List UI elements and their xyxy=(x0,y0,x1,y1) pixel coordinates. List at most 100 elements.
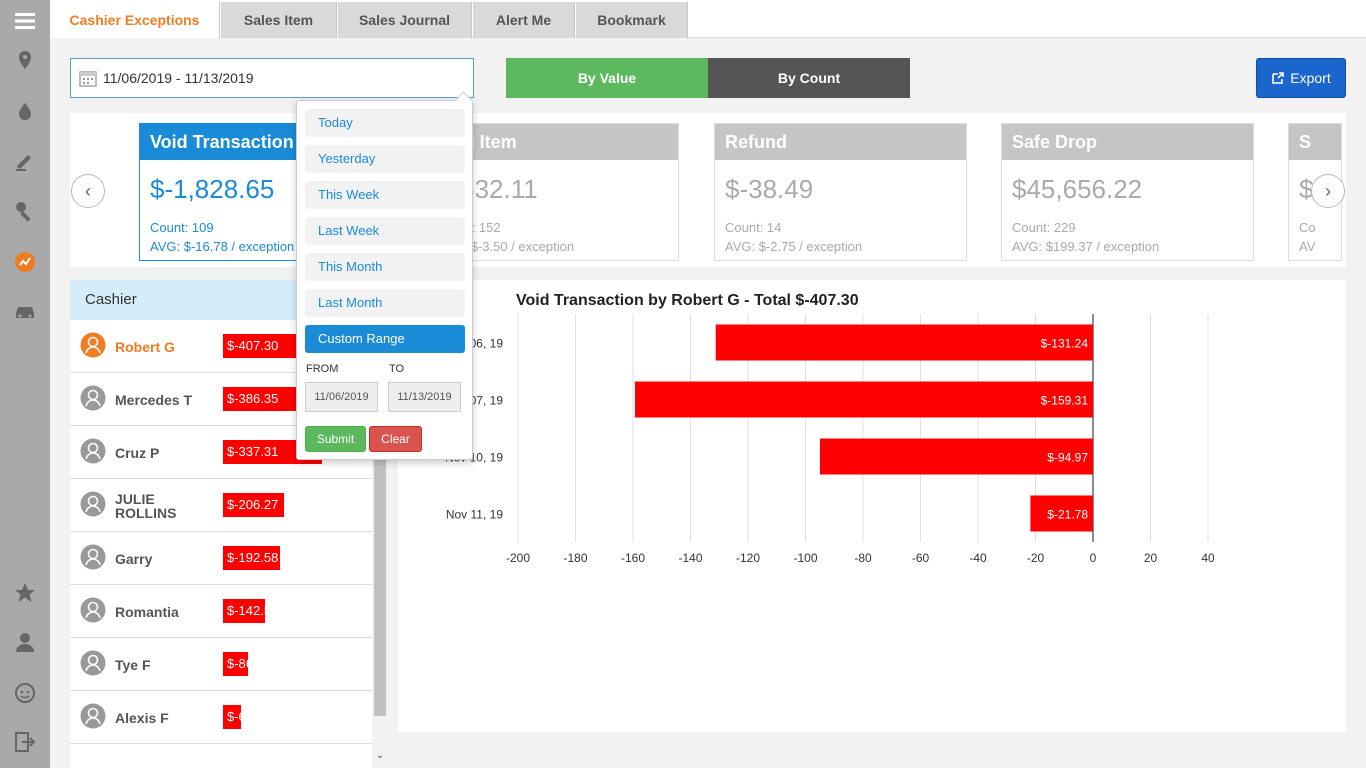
date-range-dropdown: Today Yesterday This Week Last Week This Mon… xyxy=(296,100,473,460)
cashier-name: Tye F xyxy=(115,656,151,673)
cashier-value: $-337.31 xyxy=(227,444,279,459)
export-label: Export xyxy=(1290,70,1331,86)
location-pin-icon[interactable] xyxy=(12,48,38,74)
cashier-row[interactable]: Alexis F $-62.27 xyxy=(70,691,372,744)
user-icon[interactable] xyxy=(12,629,38,655)
cashier-avatar-icon xyxy=(80,332,106,358)
cashier-list: Cashier Robert G $-407.30 Mercedes T $-386.… xyxy=(70,280,388,768)
tab-cashier-exceptions[interactable]: Cashier Exceptions xyxy=(50,2,220,38)
bar-chart: -200 -180 -160 -140 -120 -100 -80 -60 -40 -20 0 20 4… xyxy=(445,314,1215,565)
cards-prev-button[interactable]: ‹ xyxy=(71,174,105,208)
card-title: Refund xyxy=(715,124,966,160)
card-safe-drop[interactable]: Safe Drop $45,656.22 Count: 229 AVG: $19… xyxy=(1001,123,1254,261)
x-tick-label: -140 xyxy=(678,551,702,565)
cashier-value: $-192.58 xyxy=(227,550,279,565)
tab-sales-item[interactable]: Sales Item xyxy=(221,2,337,38)
fuel-drop-icon[interactable] xyxy=(12,99,38,125)
card-title: Safe Drop xyxy=(1002,124,1253,160)
tab-sales-journal[interactable]: Sales Journal xyxy=(338,2,472,38)
car-icon[interactable] xyxy=(12,298,38,324)
left-nav xyxy=(0,0,50,768)
cashier-row[interactable]: Garry $-192.58 xyxy=(70,532,372,585)
cashier-name: Robert G xyxy=(115,338,175,355)
edit-pen-icon[interactable] xyxy=(12,148,38,174)
x-tick-label: 40 xyxy=(1201,551,1215,565)
x-tick-label: -160 xyxy=(621,551,645,565)
bar-value-label: $-94.97 xyxy=(1047,451,1088,465)
card-amount: $45,656.22 xyxy=(1012,174,1143,204)
range-option-custom-range[interactable]: Custom Range xyxy=(305,325,465,353)
card-refund[interactable]: Refund $-38.49 Count: 14 AVG: $-2.75 / e… xyxy=(714,123,967,261)
cashier-exceptions-icon[interactable] xyxy=(12,249,38,275)
bar xyxy=(1030,495,1093,532)
cashier-row[interactable]: JULIE ROLLINS $-206.27 xyxy=(70,479,372,532)
exception-cards: Void Transaction $-1,828.65 Count: 109 A… xyxy=(70,113,1346,267)
star-icon[interactable] xyxy=(12,580,38,606)
cashier-value: $-206.27 xyxy=(227,497,279,512)
menu-icon[interactable] xyxy=(12,8,38,34)
chevron-right-icon: › xyxy=(1325,180,1331,201)
to-date-input[interactable]: 11/13/2019 xyxy=(388,382,461,412)
card-avg: AVG: $199.37 / exception xyxy=(1012,239,1160,254)
card-amount: $ xyxy=(1299,174,1314,204)
range-option-today[interactable]: Today xyxy=(305,109,465,137)
from-label: FROM xyxy=(306,363,339,375)
support-face-icon[interactable] xyxy=(12,680,38,706)
range-option-this-week[interactable]: This Week xyxy=(305,181,465,209)
x-tick-label: 0 xyxy=(1090,551,1097,565)
cashier-row[interactable]: Tye F $-86.38 xyxy=(70,638,372,691)
logout-icon[interactable] xyxy=(12,729,38,755)
submit-button[interactable]: Submit xyxy=(305,426,366,452)
bar xyxy=(634,381,1093,418)
cashier-name: Romantia xyxy=(115,603,179,620)
range-option-yesterday[interactable]: Yesterday xyxy=(305,145,465,173)
cashier-row[interactable]: Romantia $-142.50 xyxy=(70,585,372,638)
scroll-down-icon[interactable]: ⌄ xyxy=(375,750,385,761)
by-count-button[interactable]: By Count xyxy=(708,58,910,98)
calendar-icon xyxy=(79,71,97,87)
by-value-button[interactable]: By Value xyxy=(506,58,708,98)
clear-button[interactable]: Clear xyxy=(369,426,422,452)
bar xyxy=(819,438,1093,475)
cashier-name: Alexis F xyxy=(115,709,169,726)
card-count: Count: 229 xyxy=(1012,220,1076,235)
cashier-value: $-62.27 xyxy=(227,709,272,724)
chart-panel: -200 -180 -160 -140 -120 -100 -80 -60 -40 -20 0 20 4… xyxy=(398,280,1346,732)
tab-alert-me[interactable]: Alert Me xyxy=(473,2,575,38)
tab-bookmark[interactable]: Bookmark xyxy=(576,2,688,38)
card-amount: $-1,828.65 xyxy=(150,174,275,204)
export-icon xyxy=(1272,72,1285,84)
card-count: Count: 14 xyxy=(725,220,782,235)
export-button[interactable]: Export xyxy=(1256,58,1346,98)
range-option-last-week[interactable]: Last Week xyxy=(305,217,465,245)
date-range-input[interactable]: 11/06/2019 - 11/13/2019 xyxy=(70,58,474,98)
card-avg: AVG: $-16.78 / exception xyxy=(150,239,295,254)
wrench-icon[interactable] xyxy=(12,198,38,224)
x-tick-label: -120 xyxy=(736,551,760,565)
cashier-bar xyxy=(223,599,265,623)
card-avg: AVG: $-2.75 / exception xyxy=(725,239,863,254)
card-avg: AV xyxy=(1299,239,1316,254)
cashier-value: $-386.35 xyxy=(227,391,279,406)
cashier-bar xyxy=(223,493,284,517)
cashier-avatar-icon xyxy=(80,703,106,729)
x-tick-label: -180 xyxy=(563,551,587,565)
tab-bar: Cashier Exceptions Sales Item Sales Jour… xyxy=(50,0,1366,38)
cashier-avatar-icon xyxy=(80,544,106,570)
cashier-avatar-icon xyxy=(80,385,106,411)
range-option-last-month[interactable]: Last Month xyxy=(305,289,465,317)
cashier-bar xyxy=(223,652,249,676)
chevron-left-icon: ‹ xyxy=(85,180,91,201)
cashier-name: Mercedes T xyxy=(115,391,193,408)
from-date-input[interactable]: 11/06/2019 xyxy=(305,382,378,412)
cashier-name: Garry xyxy=(115,550,153,567)
range-option-this-month[interactable]: This Month xyxy=(305,253,465,281)
cashier-avatar-icon xyxy=(80,438,106,464)
cashier-value: $-407.30 xyxy=(227,338,279,353)
cards-next-button[interactable]: › xyxy=(1311,174,1345,208)
bar-value-label: $-21.78 xyxy=(1047,508,1088,522)
chart-title: Void Transaction by Robert G - Total $-4… xyxy=(516,292,859,309)
cashier-avatar-icon xyxy=(80,650,106,676)
bar-value-label: $-159.31 xyxy=(1041,394,1089,408)
card-count: Count: 109 xyxy=(150,220,214,235)
